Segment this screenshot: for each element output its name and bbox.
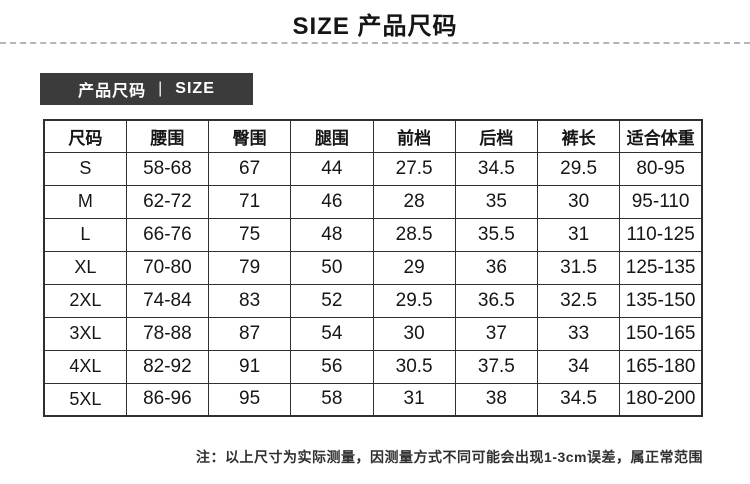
value-cell: 67 xyxy=(207,151,292,186)
value-cell: 27.5 xyxy=(372,151,456,186)
value-cell: 29.5 xyxy=(372,283,456,318)
section-badge: 产品尺码 | SIZE xyxy=(40,73,253,105)
table-row: M 62-72 71 46 28 35 30 95-110 xyxy=(43,184,703,219)
value-cell: 48 xyxy=(290,217,374,252)
size-cell: 3XL xyxy=(43,316,127,351)
value-cell: 31.5 xyxy=(536,250,621,285)
value-cell: 78-88 xyxy=(125,316,210,351)
value-cell: 31 xyxy=(372,382,456,417)
header-cell: 腿围 xyxy=(290,119,374,153)
value-cell: 74-84 xyxy=(125,283,210,318)
value-cell: 34 xyxy=(536,349,621,384)
header-cell: 腰围 xyxy=(125,119,210,153)
table-row: 2XL 74-84 83 52 29.5 36.5 32.5 135-150 xyxy=(43,283,703,318)
section-badge-label-cn: 产品尺码 xyxy=(78,83,147,100)
value-cell: 66-76 xyxy=(125,217,210,252)
section-badge-label-en: SIZE xyxy=(175,80,215,97)
page-title: SIZE 产品尺码 xyxy=(292,13,458,40)
value-cell: 29 xyxy=(372,250,456,285)
size-cell: 2XL xyxy=(43,283,127,318)
header-cell: 臀围 xyxy=(207,119,292,153)
value-cell: 58-68 xyxy=(125,151,210,186)
value-cell: 62-72 xyxy=(125,184,210,219)
value-cell: 38 xyxy=(454,382,539,417)
value-cell: 87 xyxy=(207,316,292,351)
dashed-divider xyxy=(0,42,750,44)
value-cell: 135-150 xyxy=(619,283,703,318)
measurement-note: 注：以上尺寸为实际测量，因测量方式不同可能会出现1-3cm误差，属正常范围 xyxy=(196,449,703,465)
table-row: XL 70-80 79 50 29 36 31.5 125-135 xyxy=(43,250,703,285)
value-cell: 44 xyxy=(290,151,374,186)
size-cell: M xyxy=(43,184,127,219)
value-cell: 34.5 xyxy=(536,382,621,417)
value-cell: 71 xyxy=(207,184,292,219)
value-cell: 80-95 xyxy=(619,151,703,186)
size-cell: S xyxy=(43,151,127,186)
value-cell: 86-96 xyxy=(125,382,210,417)
header-row: 尺码 腰围 臀围 腿围 前档 后档 裤长 适合体重 xyxy=(43,119,703,153)
value-cell: 33 xyxy=(536,316,621,351)
value-cell: 180-200 xyxy=(619,382,703,417)
value-cell: 54 xyxy=(290,316,374,351)
header-cell: 后档 xyxy=(454,119,539,153)
value-cell: 32.5 xyxy=(536,283,621,318)
size-table-body: S 58-68 67 44 27.5 34.5 29.5 80-95 M 62-72 71 46 28 3… xyxy=(43,151,703,417)
size-cell: 5XL xyxy=(43,382,127,417)
value-cell: 30.5 xyxy=(372,349,456,384)
value-cell: 82-92 xyxy=(125,349,210,384)
table-row: L 66-76 75 48 28.5 35.5 31 110-125 xyxy=(43,217,703,252)
value-cell: 31 xyxy=(536,217,621,252)
value-cell: 50 xyxy=(290,250,374,285)
value-cell: 95 xyxy=(207,382,292,417)
value-cell: 125-135 xyxy=(619,250,703,285)
table-row: 3XL 78-88 87 54 30 37 33 150-165 xyxy=(43,316,703,351)
value-cell: 36 xyxy=(454,250,539,285)
value-cell: 79 xyxy=(207,250,292,285)
value-cell: 56 xyxy=(290,349,374,384)
value-cell: 95-110 xyxy=(619,184,703,219)
value-cell: 91 xyxy=(207,349,292,384)
header-cell: 尺码 xyxy=(43,119,127,153)
value-cell: 110-125 xyxy=(619,217,703,252)
size-table-head: 尺码 腰围 臀围 腿围 前档 后档 裤长 适合体重 xyxy=(43,119,703,153)
value-cell: 34.5 xyxy=(454,151,539,186)
value-cell: 75 xyxy=(207,217,292,252)
value-cell: 28.5 xyxy=(372,217,456,252)
value-cell: 52 xyxy=(290,283,374,318)
value-cell: 150-165 xyxy=(619,316,703,351)
value-cell: 58 xyxy=(290,382,374,417)
value-cell: 165-180 xyxy=(619,349,703,384)
table-row: S 58-68 67 44 27.5 34.5 29.5 80-95 xyxy=(43,151,703,186)
size-cell: 4XL xyxy=(43,349,127,384)
value-cell: 35.5 xyxy=(454,217,539,252)
size-cell: L xyxy=(43,217,127,252)
value-cell: 36.5 xyxy=(454,283,539,318)
value-cell: 30 xyxy=(372,316,456,351)
table-row: 5XL 86-96 95 58 31 38 34.5 180-200 xyxy=(43,382,703,417)
header-cell: 裤长 xyxy=(536,119,621,153)
table-row: 4XL 82-92 91 56 30.5 37.5 34 165-180 xyxy=(43,349,703,384)
header-cell: 适合体重 xyxy=(619,119,703,153)
value-cell: 70-80 xyxy=(125,250,210,285)
value-cell: 35 xyxy=(454,184,539,219)
value-cell: 46 xyxy=(290,184,374,219)
size-cell: XL xyxy=(43,250,127,285)
section-badge-separator: | xyxy=(158,80,164,97)
value-cell: 28 xyxy=(372,184,456,219)
value-cell: 29.5 xyxy=(536,151,621,186)
value-cell: 83 xyxy=(207,283,292,318)
size-table: 尺码 腰围 臀围 腿围 前档 后档 裤长 适合体重 S 58-68 67 44 27.5 34.5 29.… xyxy=(43,119,703,417)
value-cell: 37.5 xyxy=(454,349,539,384)
value-cell: 37 xyxy=(454,316,539,351)
value-cell: 30 xyxy=(536,184,621,219)
header-cell: 前档 xyxy=(372,119,456,153)
